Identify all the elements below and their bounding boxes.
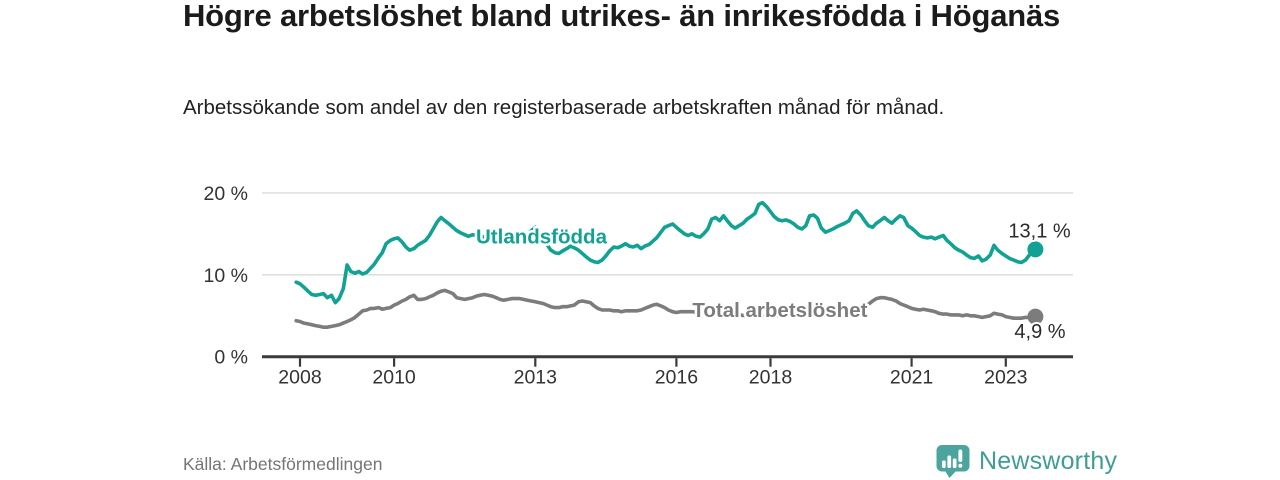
newsworthy-logo: Newsworthy: [936, 444, 1117, 478]
y-tick-label: 10 %: [204, 265, 248, 287]
x-tick-label: 2023: [984, 367, 1027, 389]
series-end-dot-1: [1027, 308, 1044, 325]
x-tick-label: 2016: [655, 367, 698, 389]
x-tick-label: 2008: [278, 367, 321, 389]
source-text: Källa: Arbetsförmedlingen: [183, 454, 383, 474]
logo-text: Newsworthy: [979, 446, 1118, 475]
x-tick-label: 2021: [890, 367, 933, 389]
newsworthy-icon: [936, 445, 970, 478]
x-tick-label: 2013: [514, 367, 557, 389]
series-line-0: [294, 200, 1038, 305]
page-title: Högre arbetslöshet bland utrikes- än inr…: [183, 0, 1061, 33]
series-end-dot-0: [1027, 241, 1044, 258]
exclamation-glyph: [958, 449, 963, 468]
y-tick-label: 0 %: [214, 347, 248, 369]
x-tick-label: 2010: [372, 367, 416, 389]
y-tick-label: 20 %: [204, 183, 248, 205]
series-line-1: [294, 288, 1038, 330]
series-label-1: Total arbetslöshet: [692, 299, 867, 322]
bar-chart-glyph: [942, 455, 957, 468]
series-label-0: Utlandsfödda: [476, 225, 608, 248]
page-subtitle: Arbetssökande som andel av den registerb…: [183, 96, 945, 119]
series-end-value-0: 13,1 %: [1008, 220, 1070, 242]
x-tick-label: 2018: [749, 367, 792, 389]
series-end-value-1: 4,9 %: [1014, 321, 1065, 343]
